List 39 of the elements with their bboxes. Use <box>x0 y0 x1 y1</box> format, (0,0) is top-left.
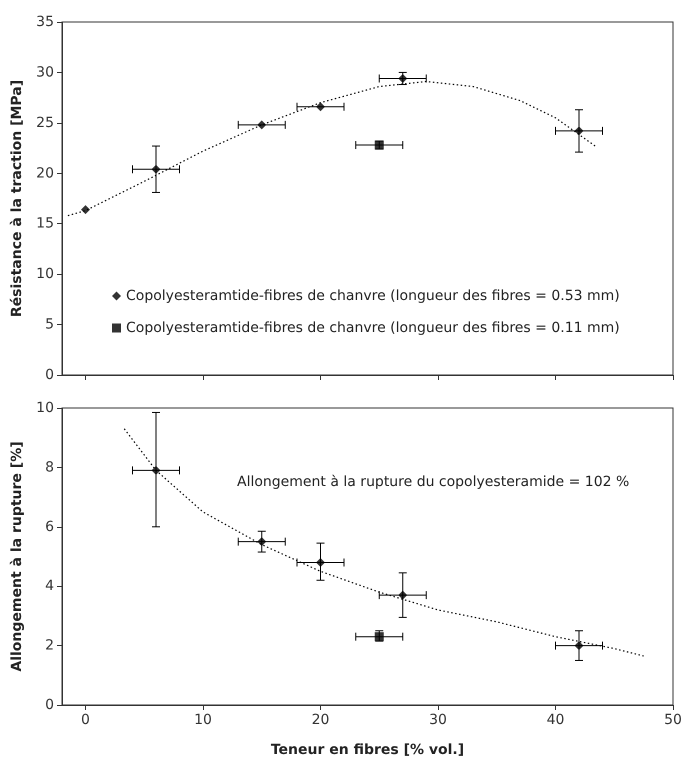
point <box>316 102 325 112</box>
y-tick-label: 10 <box>36 266 54 282</box>
y-tick-label: 0 <box>45 367 54 383</box>
x-tick-label: 0 <box>81 712 90 728</box>
y-axis-title: Allongement à la rupture [%] <box>9 441 25 672</box>
annotation: Allongement à la rupture du copolyesteramide = 102 % <box>237 474 630 490</box>
point <box>574 126 584 136</box>
y-tick-label: 8 <box>45 459 54 476</box>
x-axis-title: Teneur en fibres [% vol.] <box>270 742 464 758</box>
y-tick-label: 25 <box>36 114 54 131</box>
point <box>574 641 584 650</box>
line-series <box>124 428 644 657</box>
point <box>374 632 384 642</box>
legend-label: Copolyesteramtide-fibres de chanvre (longueur des fibres = 0.53 mm) <box>126 288 620 304</box>
y-tick-label: 35 <box>36 14 54 30</box>
y-tick-label: 30 <box>36 64 54 80</box>
y-tick-label: 2 <box>45 638 54 654</box>
x-tick-label: 10 <box>194 712 212 728</box>
point <box>316 558 325 567</box>
y-tick-label: 0 <box>45 697 54 713</box>
legend-label: Copolyesteramtide-fibres de chanvre (longueur des fibres = 0.11 mm) <box>126 320 620 336</box>
x-tick-label: 40 <box>546 712 564 728</box>
point <box>152 164 160 174</box>
y-tick-label: 6 <box>45 518 54 535</box>
y-tick-label: 10 <box>36 400 54 416</box>
x-tick-label: 30 <box>429 712 447 728</box>
point <box>152 466 160 475</box>
y-tick-label: 5 <box>45 316 54 333</box>
point <box>257 120 266 130</box>
point <box>257 537 266 546</box>
y-tick-label: 15 <box>36 216 54 232</box>
point <box>81 205 90 214</box>
x-tick-label: 20 <box>312 712 330 728</box>
y-tick-label: 4 <box>45 578 54 594</box>
y-axis-title: Résistance à la traction [MPa] <box>9 80 25 318</box>
y-tick-label: 20 <box>36 165 54 182</box>
point <box>398 590 408 600</box>
point <box>398 74 408 83</box>
x-tick-label: 50 <box>664 712 681 728</box>
